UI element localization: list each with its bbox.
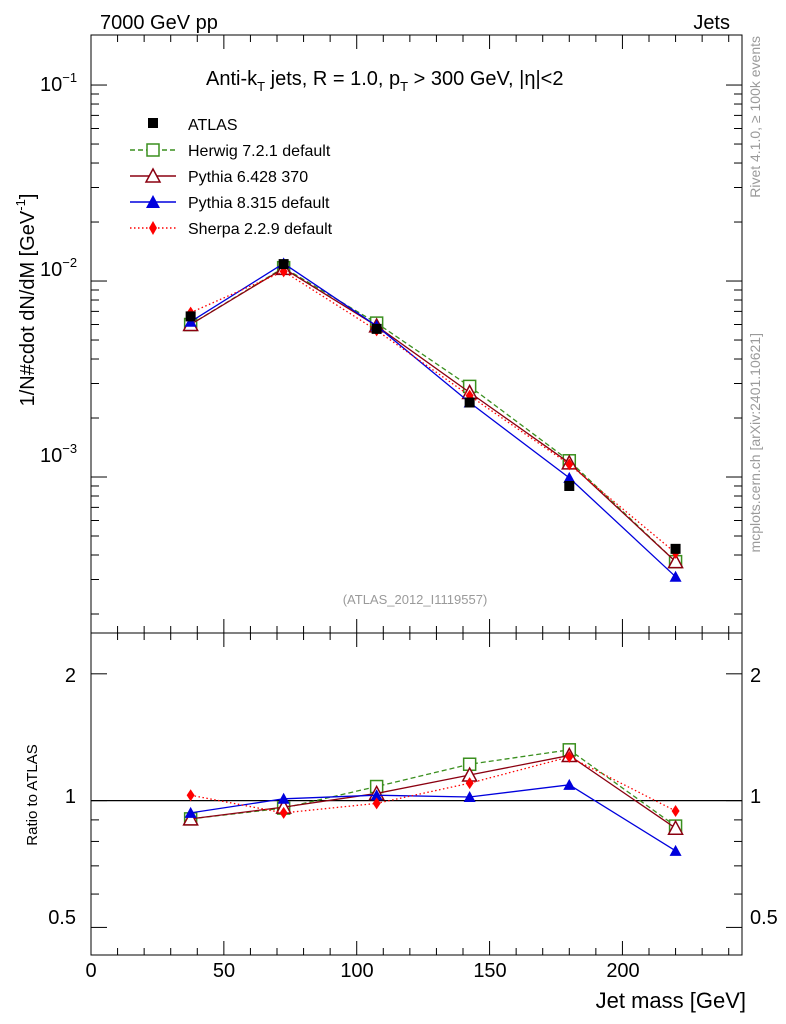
beam-energy-label: 7000 GeV pp	[100, 12, 218, 34]
analysis-id-watermark: (ATLAS_2012_I1119557)	[343, 592, 488, 607]
ratio-y-tick-label-1: 1	[65, 786, 76, 808]
legend-entry-herwig: Herwig 7.2.1 default	[130, 143, 331, 160]
legend-label-sherpa: Sherpa 2.2.9 default	[188, 221, 333, 238]
x-tick-label-100: 100	[340, 960, 373, 982]
ratio-y-tick-labels-right: 2 1 0.5	[750, 665, 778, 929]
legend-marker-pythia8	[146, 195, 160, 208]
y-tick-label-1e-2: 10−2	[40, 255, 77, 281]
point-sherpa	[565, 458, 574, 471]
ratio-line-pythia6	[190, 754, 676, 829]
legend-marker-atlas	[148, 118, 158, 128]
x-tick-label-200: 200	[606, 960, 639, 982]
series-sherpa	[186, 265, 680, 559]
ratio-y-tick-labels-left: 2 1 0.5	[48, 665, 76, 929]
ratio-series-pythia6	[182, 746, 684, 835]
series-pythia8	[184, 257, 682, 582]
plot-title: Anti-kT jets, R = 1.0, pT > 300 GeV, |η|…	[206, 68, 563, 94]
ratio-series-sherpa	[186, 750, 680, 819]
ratio-y-tick-label-1-right: 1	[750, 786, 761, 808]
legend-entry-atlas: ATLAS	[148, 117, 238, 134]
ratio-point-sherpa	[186, 789, 195, 802]
point-pythia8	[563, 471, 576, 483]
main-y-minor-ticks	[91, 84, 742, 615]
main-series-group	[182, 257, 684, 582]
ratio-panel-frame	[90, 632, 743, 956]
ratio-point-pythia8	[669, 844, 682, 856]
point-pythia8	[669, 570, 682, 582]
legend-marker-pythia6	[144, 167, 162, 183]
ratio-point-pythia8	[563, 778, 576, 790]
process-label: Jets	[693, 12, 730, 34]
point-atlas	[185, 311, 196, 322]
series-herwig	[183, 260, 683, 569]
point-atlas	[564, 480, 575, 491]
legend-label-herwig: Herwig 7.2.1 default	[188, 143, 331, 160]
ratio-line-sherpa	[190, 756, 676, 814]
rivet-version-label: Rivet 4.1.0, ≥ 100k events	[747, 36, 763, 198]
legend-label-pythia8: Pythia 8.315 default	[188, 195, 330, 212]
ratio-point-pythia8	[184, 806, 197, 818]
legend: ATLAS Herwig 7.2.1 default Pythia 6.428 …	[130, 117, 333, 238]
ratio-y-tick-label-2: 2	[65, 665, 76, 687]
ratio-series-group	[91, 743, 742, 856]
ratio-line-pythia8	[190, 784, 676, 852]
point-atlas	[670, 543, 681, 554]
ratio-point-sherpa	[671, 804, 680, 817]
mcplots-source-label: mcplots.cern.ch [arXiv:2401.10621]	[747, 333, 763, 552]
main-x-ticks	[90, 35, 730, 633]
legend-entry-pythia6: Pythia 6.428 370	[130, 167, 308, 186]
legend-marker-herwig	[146, 143, 160, 157]
ratio-series-herwig	[183, 743, 683, 833]
ratio-point-pythia8	[463, 790, 476, 802]
point-atlas	[371, 323, 382, 334]
x-tick-labels: 0 50 100 150 200	[85, 960, 639, 982]
legend-label-pythia6: Pythia 6.428 370	[188, 169, 308, 186]
main-panel: 10−1 10−2 10−3 1/N#cdot dN/dM [GeV-1] An…	[13, 34, 743, 634]
ratio-series-pythia8	[184, 778, 682, 856]
ratio-point-pythia8	[370, 789, 383, 801]
point-atlas	[464, 397, 475, 408]
ratio-point-sherpa	[279, 806, 288, 819]
series-pythia6	[182, 259, 684, 569]
legend-marker-sherpa	[149, 221, 157, 235]
legend-entry-pythia8: Pythia 8.315 default	[130, 195, 330, 212]
ratio-y-tick-label-0.5-right: 0.5	[750, 907, 778, 929]
x-tick-label-150: 150	[473, 960, 506, 982]
ratio-y-axis-title: Ratio to ATLAS	[24, 744, 41, 845]
ratio-y-tick-label-0.5: 0.5	[48, 907, 76, 929]
point-atlas	[278, 259, 289, 270]
y-tick-label-1e-3: 10−3	[40, 441, 77, 467]
ratio-x-ticks	[90, 633, 730, 955]
ratio-point-pythia8	[277, 792, 290, 804]
ratio-point-sherpa	[372, 797, 381, 810]
ratio-point-pythia6	[182, 810, 199, 826]
x-tick-label-50: 50	[213, 960, 235, 982]
series-atlas	[185, 259, 681, 554]
line-pythia6	[190, 267, 677, 563]
legend-entry-sherpa: Sherpa 2.2.9 default	[130, 221, 333, 238]
line-herwig	[190, 266, 677, 563]
line-pythia8	[190, 262, 677, 578]
ratio-point-sherpa	[465, 777, 474, 790]
ratio-point-pythia6	[667, 819, 684, 835]
main-y-tick-labels: 10−1 10−2 10−3	[40, 70, 77, 467]
legend-label-atlas: ATLAS	[188, 117, 238, 134]
y-tick-label-1e-1: 10−1	[40, 70, 77, 96]
point-pythia6	[667, 553, 684, 569]
ratio-line-herwig	[190, 749, 676, 827]
x-tick-label-0: 0	[85, 960, 96, 982]
x-axis-title: Jet mass [GeV]	[596, 988, 746, 1013]
ratio-panel: 2 1 0.5 2 1 0.5 Ratio to ATLAS 0 50 100 …	[24, 632, 778, 1013]
ratio-y-tick-label-2-right: 2	[750, 665, 761, 687]
line-sherpa	[190, 270, 676, 554]
ratio-point-sherpa	[565, 750, 574, 763]
main-y-axis-title: 1/N#cdot dN/dM [GeV-1]	[13, 194, 39, 407]
